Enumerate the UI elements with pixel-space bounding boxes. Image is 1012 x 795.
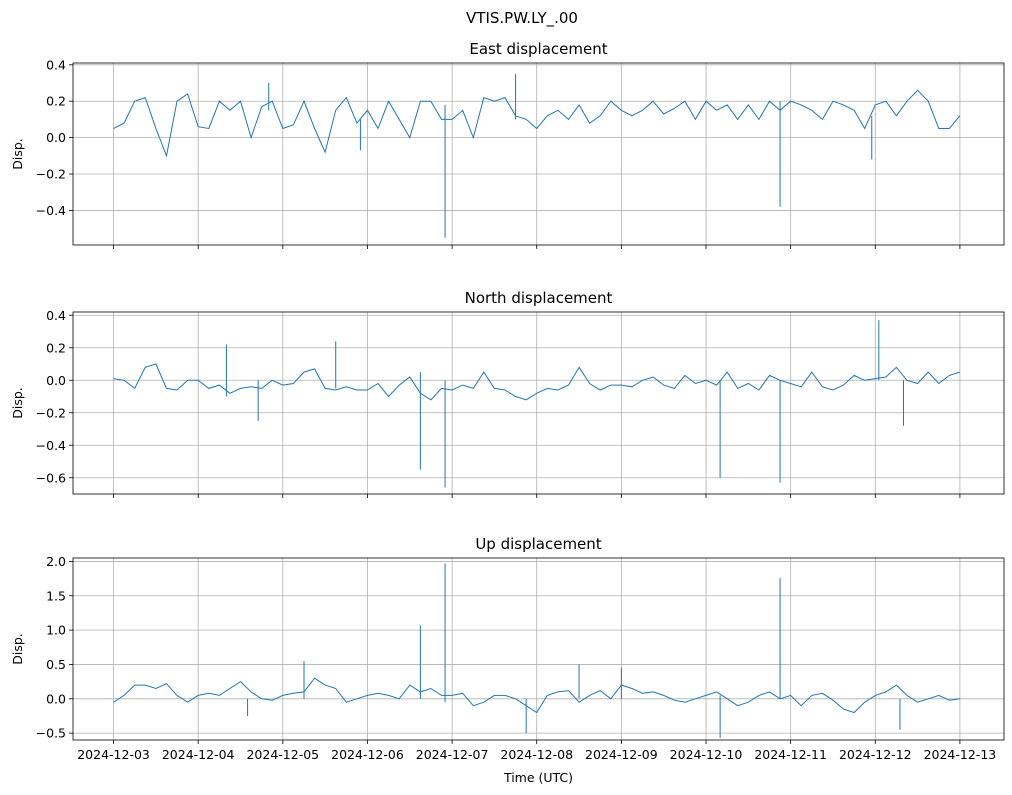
north-ytick-label: 0.0 — [46, 373, 66, 388]
east-ytick-label: 0.2 — [46, 94, 66, 109]
north-panel-title: North displacement — [465, 289, 613, 307]
up-xtick-label: 2024-12-13 — [924, 747, 997, 762]
north-axes-frame — [72, 311, 1005, 495]
up-xlabel: Time (UTC) — [503, 770, 573, 785]
north-panel: 0.4 0.2 0.0 −0.2 −0.4 −0.6 North displacement D… — [10, 289, 1005, 498]
north-ytick-label: −0.4 — [36, 438, 66, 453]
up-panel: 2.0 1.5 1.0 0.5 0.0 −0.5 2024-12-03 2024-12-04 2… — [10, 535, 1005, 785]
east-series-line — [113, 89, 961, 158]
up-ytick-label: −0.5 — [36, 726, 66, 741]
east-ylabel: Disp. — [10, 138, 25, 170]
north-ytick-label: −0.6 — [36, 470, 66, 485]
east-ytick-label: 0.4 — [46, 57, 66, 72]
up-ytick-label: 1.0 — [46, 623, 66, 638]
east-axes-frame — [72, 62, 1005, 246]
east-panel-title: East displacement — [469, 40, 607, 58]
north-ytick-label: 0.2 — [46, 340, 66, 355]
up-axes-frame — [72, 557, 1005, 741]
up-xtick-label: 2024-12-03 — [77, 747, 150, 762]
north-ytick-label: −0.2 — [36, 405, 66, 420]
up-xtick-label: 2024-12-05 — [246, 747, 319, 762]
east-ytick-label: −0.2 — [36, 167, 66, 182]
up-xtick-label: 2024-12-08 — [500, 747, 573, 762]
up-panel-title: Up displacement — [475, 535, 601, 553]
east-ytick-label: −0.4 — [36, 203, 66, 218]
up-xtick-label: 2024-12-07 — [416, 747, 489, 762]
up-ytick-label: 0.0 — [46, 691, 66, 706]
up-ylabel: Disp. — [10, 633, 25, 665]
up-ytick-label: 1.5 — [46, 588, 66, 603]
up-xtick-label: 2024-12-12 — [839, 747, 912, 762]
north-ylabel: Disp. — [10, 387, 25, 419]
up-xtick-label: 2024-12-09 — [585, 747, 658, 762]
north-series-line — [113, 363, 961, 401]
up-xtick-label: 2024-12-10 — [670, 747, 743, 762]
up-xtick-label: 2024-12-06 — [331, 747, 404, 762]
up-ytick-label: 2.0 — [46, 554, 66, 569]
east-panel: 0.4 0.2 0.0 −0.2 −0.4 East displacement Disp. — [10, 40, 1005, 249]
up-xtick-label: 2024-12-11 — [754, 747, 827, 762]
up-series-line — [113, 677, 960, 714]
figure-suptitle: VTIS.PW.LY_.00 — [466, 9, 578, 28]
north-ytick-label: 0.4 — [46, 308, 66, 323]
up-ytick-label: 0.5 — [46, 657, 66, 672]
east-ytick-label: 0.0 — [46, 130, 66, 145]
up-xtick-label: 2024-12-04 — [162, 747, 235, 762]
